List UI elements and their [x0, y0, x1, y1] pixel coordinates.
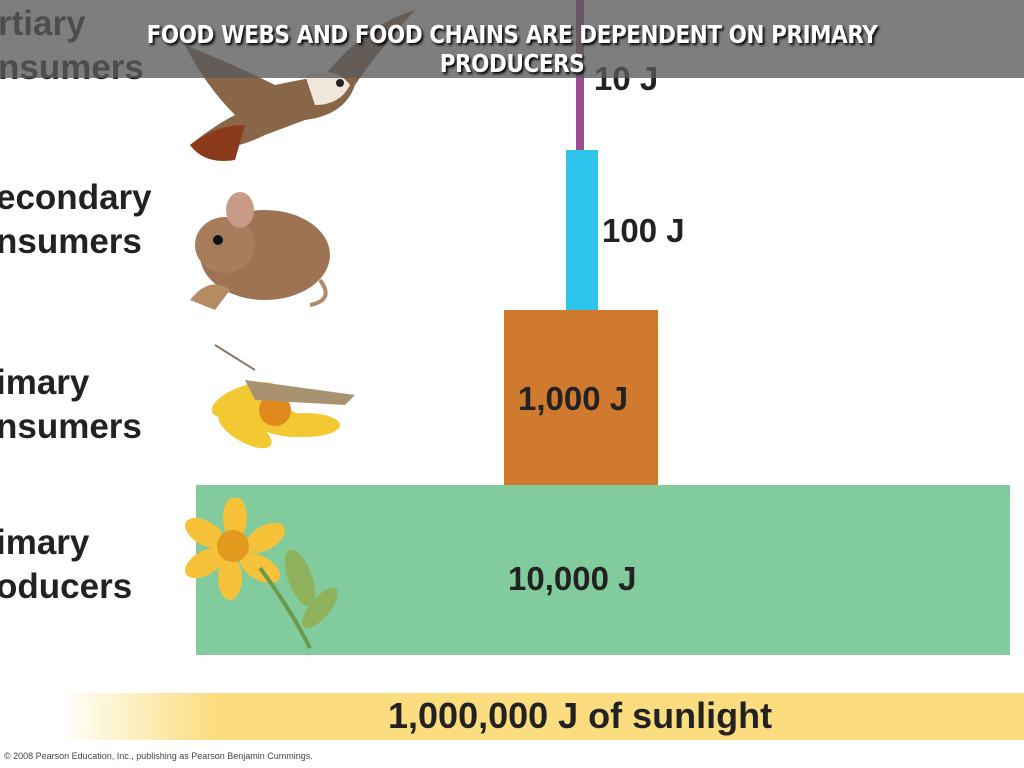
primary-producers-bar: [196, 485, 1010, 655]
energy-value-secondary: 100 J: [602, 212, 685, 249]
secondary-consumers-bar: [566, 150, 598, 310]
label-primary-consumers: imary nsumers: [0, 363, 142, 446]
grasshopper-on-flower-icon: [211, 344, 355, 449]
primary-consumers-bar: [504, 310, 658, 485]
title-bar: FOOD WEBS AND FOOD CHAINS ARE DEPENDENT …: [0, 0, 1024, 78]
sunlight-label: 1,000,000 J of sunlight: [388, 695, 773, 736]
mouse-icon: [190, 192, 330, 310]
label-primary-producers: imary oducers: [0, 523, 133, 606]
label-secondary-consumers: econdary nsumers: [0, 178, 152, 261]
energy-value-producers: 10,000 J: [508, 560, 637, 597]
energy-value-primary-consumers: 1,000 J: [518, 380, 629, 417]
copyright-notice: © 2008 Pearson Education, Inc., publishi…: [4, 751, 313, 761]
slide-title: FOOD WEBS AND FOOD CHAINS ARE DEPENDENT …: [146, 20, 878, 78]
sunlight-band: 1,000,000 J of sunlight: [60, 693, 1024, 740]
flower-icon: [185, 498, 338, 649]
